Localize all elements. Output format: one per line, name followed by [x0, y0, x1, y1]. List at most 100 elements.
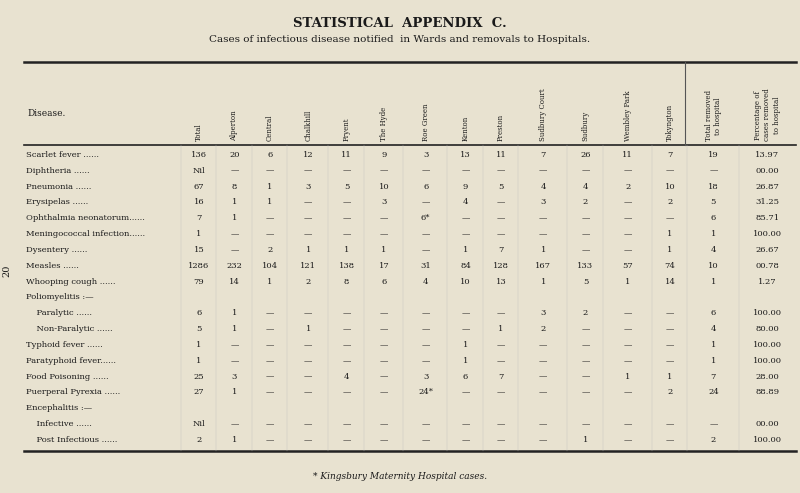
Text: —: — [539, 167, 547, 175]
Text: Preston: Preston [497, 114, 505, 141]
Text: —: — [422, 230, 430, 238]
Text: 4: 4 [463, 198, 468, 207]
Text: Post Infectious ......: Post Infectious ...... [26, 436, 117, 444]
Text: 14: 14 [665, 278, 675, 285]
Text: 27: 27 [194, 388, 204, 396]
Text: 26.87: 26.87 [755, 182, 779, 191]
Text: —: — [266, 388, 274, 396]
Text: —: — [497, 436, 505, 444]
Text: —: — [666, 167, 674, 175]
Text: Chalkhill: Chalkhill [304, 110, 312, 141]
Text: —: — [266, 230, 274, 238]
Text: 10: 10 [708, 262, 718, 270]
Text: 88.89: 88.89 [755, 388, 779, 396]
Text: —: — [624, 420, 632, 428]
Text: —: — [342, 357, 350, 365]
Text: —: — [342, 309, 350, 317]
Text: 13: 13 [460, 151, 471, 159]
Text: 1: 1 [498, 325, 504, 333]
Text: 20: 20 [2, 265, 11, 278]
Text: —: — [304, 357, 313, 365]
Text: 15: 15 [194, 246, 205, 254]
Text: 6: 6 [463, 373, 468, 381]
Text: Cases of infectious disease notified  in Wards and removals to Hospitals.: Cases of infectious disease notified in … [210, 35, 590, 43]
Text: —: — [497, 309, 505, 317]
Text: —: — [582, 341, 590, 349]
Text: —: — [380, 230, 388, 238]
Text: —: — [422, 436, 430, 444]
Text: —: — [342, 388, 350, 396]
Text: —: — [422, 357, 430, 365]
Text: * Kingsbury Maternity Hospital cases.: * Kingsbury Maternity Hospital cases. [313, 472, 487, 481]
Text: —: — [230, 167, 238, 175]
Text: 24*: 24* [418, 388, 434, 396]
Text: 26: 26 [580, 151, 590, 159]
Text: —: — [266, 420, 274, 428]
Text: —: — [497, 214, 505, 222]
Text: 1: 1 [463, 357, 468, 365]
Text: —: — [380, 309, 388, 317]
Text: 1: 1 [232, 309, 237, 317]
Text: Percentage of
cases removed
to hospital: Percentage of cases removed to hospital [754, 89, 781, 141]
Text: Infective ......: Infective ...... [26, 420, 91, 428]
Text: 10: 10 [665, 182, 675, 191]
Text: Kenton: Kenton [462, 116, 470, 141]
Text: —: — [266, 436, 274, 444]
Text: 10: 10 [460, 278, 471, 285]
Text: —: — [266, 309, 274, 317]
Text: —: — [266, 325, 274, 333]
Text: Poliomyelitis :—: Poliomyelitis :— [26, 293, 94, 301]
Text: 7: 7 [667, 151, 673, 159]
Text: —: — [342, 230, 350, 238]
Text: 4: 4 [541, 182, 546, 191]
Text: —: — [497, 420, 505, 428]
Text: 1: 1 [232, 325, 237, 333]
Text: —: — [666, 357, 674, 365]
Text: —: — [422, 309, 430, 317]
Text: —: — [582, 325, 590, 333]
Text: —: — [422, 325, 430, 333]
Text: —: — [304, 388, 313, 396]
Text: 3: 3 [541, 309, 546, 317]
Text: —: — [304, 420, 313, 428]
Text: —: — [342, 167, 350, 175]
Text: 1: 1 [232, 388, 237, 396]
Text: —: — [582, 420, 590, 428]
Text: 2: 2 [667, 388, 673, 396]
Text: 2: 2 [626, 182, 630, 191]
Text: 4: 4 [423, 278, 429, 285]
Text: Wembley Park: Wembley Park [624, 91, 632, 141]
Text: —: — [304, 309, 313, 317]
Text: 5: 5 [710, 198, 716, 207]
Text: —: — [230, 420, 238, 428]
Text: Measles ......: Measles ...... [26, 262, 78, 270]
Text: —: — [624, 341, 632, 349]
Text: —: — [462, 309, 470, 317]
Text: 1: 1 [710, 357, 716, 365]
Text: 8: 8 [232, 182, 237, 191]
Text: —: — [539, 373, 547, 381]
Text: —: — [230, 341, 238, 349]
Text: —: — [230, 357, 238, 365]
Text: —: — [624, 309, 632, 317]
Text: 13: 13 [495, 278, 506, 285]
Text: 1: 1 [306, 246, 311, 254]
Text: —: — [497, 198, 505, 207]
Text: —: — [624, 388, 632, 396]
Text: 5: 5 [196, 325, 202, 333]
Text: 7: 7 [541, 151, 546, 159]
Text: 1: 1 [267, 198, 273, 207]
Text: 6: 6 [710, 214, 716, 222]
Text: STATISTICAL  APPENDIX  C.: STATISTICAL APPENDIX C. [293, 17, 507, 30]
Text: 1: 1 [710, 230, 716, 238]
Text: —: — [462, 230, 470, 238]
Text: —: — [380, 357, 388, 365]
Text: 8: 8 [344, 278, 350, 285]
Text: 1: 1 [196, 341, 202, 349]
Text: —: — [380, 167, 388, 175]
Text: —: — [666, 309, 674, 317]
Text: —: — [266, 214, 274, 222]
Text: 57: 57 [622, 262, 634, 270]
Text: —: — [304, 214, 313, 222]
Text: 7: 7 [196, 214, 202, 222]
